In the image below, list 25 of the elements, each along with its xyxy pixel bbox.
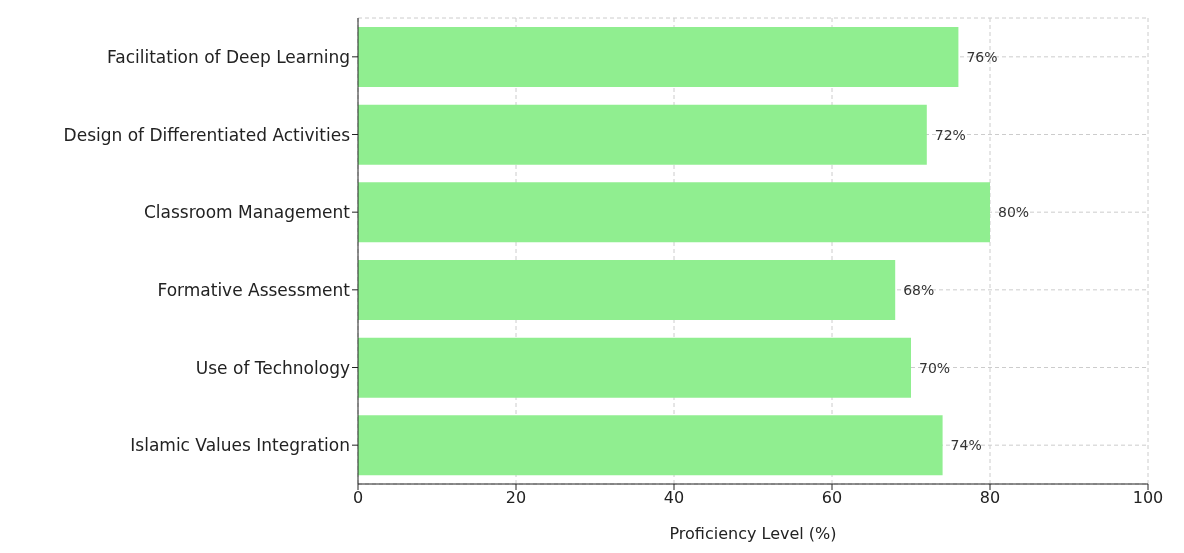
bar (358, 337, 911, 398)
bar (358, 415, 943, 476)
data-label: 70% (919, 359, 951, 376)
y-tick-label: Formative Assessment (157, 279, 351, 300)
bar (358, 182, 990, 243)
x-axis-title: Proficiency Level (%) (669, 524, 837, 543)
y-tick-label: Use of Technology (195, 357, 350, 378)
bar (358, 27, 959, 87)
data-label: 76% (966, 49, 998, 65)
data-label: 68% (903, 282, 935, 298)
data-label: 72% (934, 126, 966, 143)
x-tick-label: 60 (821, 488, 843, 508)
data-label: 80% (998, 204, 1030, 221)
y-tick-label: Classroom Management (143, 202, 351, 223)
y-tick-label: Design of Differentiated Activities (63, 124, 351, 145)
x-tick-label: 100 (1132, 488, 1164, 508)
x-tick-label: 20 (505, 488, 527, 508)
x-tick-label: 0 (352, 488, 364, 508)
y-tick-label: Islamic Values Integration (130, 435, 350, 456)
x-tick-label: 80 (979, 488, 1001, 508)
bar (358, 104, 927, 165)
bar (358, 260, 896, 320)
data-label: 74% (950, 437, 982, 454)
y-tick-label: Facilitation of Deep Learning (107, 46, 350, 67)
x-tick-label: 40 (663, 488, 685, 508)
